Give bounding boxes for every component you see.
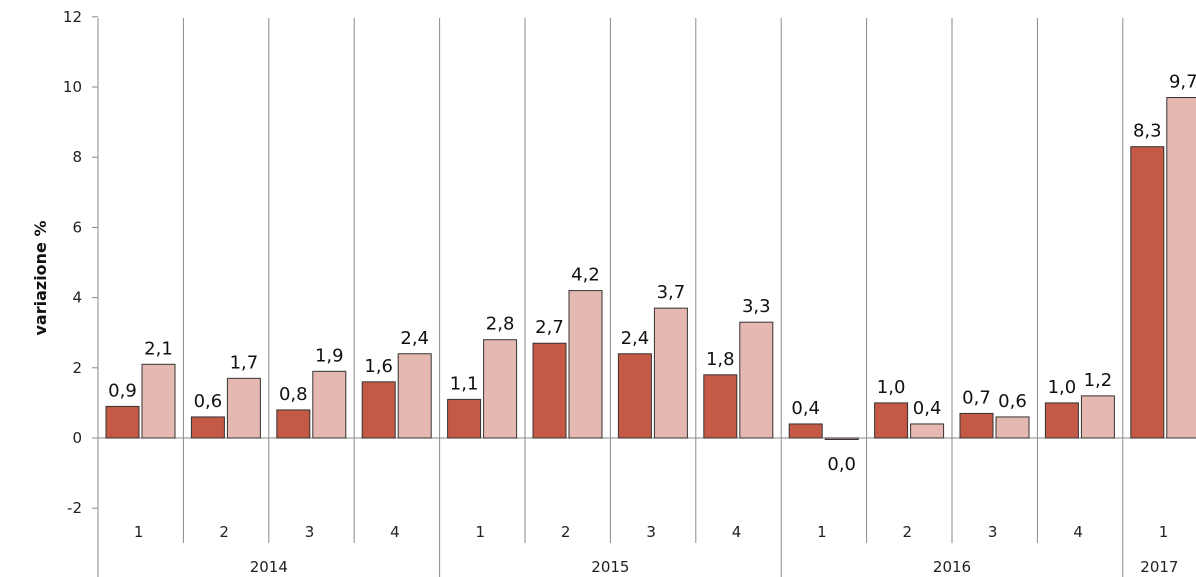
quarter-label: 1 <box>476 523 486 541</box>
labels-layer: 0,9 0,6 0,8 1,6 1,1 2,7 2,4 1,8 0,4 1,0 0,7 1,0 8,3 2… <box>108 72 1196 475</box>
data-label: 0,4 <box>913 398 942 419</box>
quarter-label: 2 <box>561 523 571 541</box>
data-label: 1,9 <box>315 345 344 366</box>
bar <box>1166 97 1196 439</box>
bar <box>1130 146 1165 439</box>
quarter-label: 1 <box>817 523 827 541</box>
data-label: 0,6 <box>194 391 223 412</box>
bar <box>617 353 652 439</box>
quarter-label: 3 <box>988 523 998 541</box>
y-axis-title: variazione % <box>31 220 50 335</box>
bar <box>995 416 1030 439</box>
data-label: 0,6 <box>998 391 1027 412</box>
data-label: 1,8 <box>706 349 735 370</box>
quarter-label: 2 <box>219 523 229 541</box>
bar <box>824 437 859 440</box>
data-label: 1,0 <box>877 377 906 398</box>
data-label: 0,4 <box>791 398 820 419</box>
bar <box>397 353 432 439</box>
bar <box>874 402 909 439</box>
y-tick-label: 10 <box>63 78 82 96</box>
bar <box>568 290 603 439</box>
data-label: 2,4 <box>621 328 650 349</box>
bar <box>226 377 261 439</box>
quarter-label: 3 <box>305 523 315 541</box>
bar <box>483 339 518 439</box>
data-label: 2,7 <box>535 317 564 338</box>
data-label: 3,7 <box>657 282 686 303</box>
y-tick-label: 12 <box>63 8 82 26</box>
y-tick-label: 4 <box>72 289 82 307</box>
data-label: 0,9 <box>108 380 137 401</box>
data-label: 9,7 <box>1169 72 1196 93</box>
bar <box>141 363 176 439</box>
bar <box>361 381 396 439</box>
quarter-label: 4 <box>732 523 742 541</box>
bar <box>276 409 311 439</box>
quarter-label: 1 <box>134 523 144 541</box>
bar <box>703 374 738 439</box>
year-label: 2017 <box>1140 558 1178 576</box>
bar <box>447 398 482 439</box>
data-label: 1,6 <box>364 356 393 377</box>
year-label: 2014 <box>250 558 288 576</box>
data-label: 2,8 <box>486 314 515 335</box>
data-label: 0,0 <box>827 454 856 475</box>
data-label: 2,1 <box>144 338 173 359</box>
data-label: 1,2 <box>1084 370 1113 391</box>
y-tick-label: 6 <box>72 218 82 236</box>
data-label: 1,7 <box>230 352 259 373</box>
quarter-label: 1 <box>1159 523 1169 541</box>
data-label: 1,0 <box>1048 377 1077 398</box>
data-label: 0,8 <box>279 384 308 405</box>
bar <box>653 307 688 439</box>
data-label: 1,1 <box>450 373 479 394</box>
bar <box>1080 395 1115 439</box>
data-label: 0,7 <box>962 387 991 408</box>
data-label: 3,3 <box>742 296 771 317</box>
bar <box>788 423 823 439</box>
quarter-label: 4 <box>390 523 400 541</box>
y-tick-label: 0 <box>72 429 82 447</box>
quarter-label: 2 <box>903 523 913 541</box>
quarter-label: 3 <box>646 523 656 541</box>
bar <box>190 416 225 439</box>
year-label: 2015 <box>591 558 629 576</box>
bar <box>739 321 774 439</box>
bar <box>532 342 567 439</box>
data-label: 4,2 <box>571 265 600 286</box>
bar <box>910 423 945 439</box>
bar <box>105 405 140 439</box>
bar <box>312 370 347 439</box>
quarter-label: 4 <box>1073 523 1083 541</box>
bar <box>959 412 994 439</box>
bars-layer <box>105 97 1196 440</box>
year-label: 2016 <box>933 558 971 576</box>
y-tick-label: 2 <box>72 359 82 377</box>
data-label: 8,3 <box>1133 121 1162 142</box>
data-label: 2,4 <box>400 328 429 349</box>
y-tick-label: -2 <box>67 499 82 517</box>
bar <box>1044 402 1079 439</box>
y-tick-label: 8 <box>72 148 82 166</box>
